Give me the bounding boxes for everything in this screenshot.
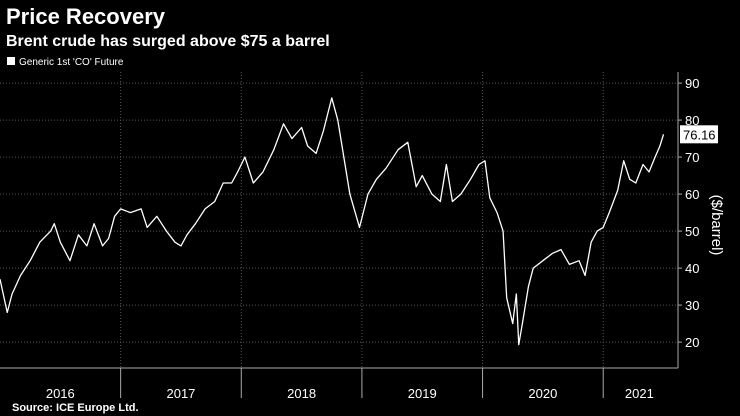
- legend-label: Generic 1st 'CO' Future: [19, 57, 124, 68]
- y-axis-label: ($/barrel): [708, 195, 725, 256]
- last-value-label: 76.16: [683, 127, 716, 142]
- y-tick-label: 30: [685, 298, 699, 313]
- y-tick-label: 40: [685, 261, 699, 276]
- last-value-box: [680, 125, 718, 144]
- y-tick-label: 70: [685, 150, 699, 165]
- y-tick-label: 50: [685, 224, 699, 239]
- x-tick-label: 2020: [528, 386, 557, 401]
- chart-subtitle: Brent crude has surged above $75 a barre…: [6, 33, 330, 50]
- line: [0, 97, 665, 346]
- x-tick-label: 2017: [166, 386, 195, 401]
- y-tick-label: 60: [685, 187, 699, 202]
- y-tick-label: 20: [685, 335, 699, 350]
- legend-swatch: [7, 57, 15, 65]
- y-tick-label: 80: [685, 113, 699, 128]
- chart-title: Price Recovery: [6, 4, 166, 29]
- x-tick-label: 2021: [625, 386, 654, 401]
- x-tick-label: 2019: [408, 386, 437, 401]
- x-tick-label: 2016: [46, 386, 75, 401]
- y-tick-label: 90: [685, 76, 699, 91]
- x-tick-label: 2018: [287, 386, 316, 401]
- source: Source: ICE Europe Ltd.: [12, 402, 139, 414]
